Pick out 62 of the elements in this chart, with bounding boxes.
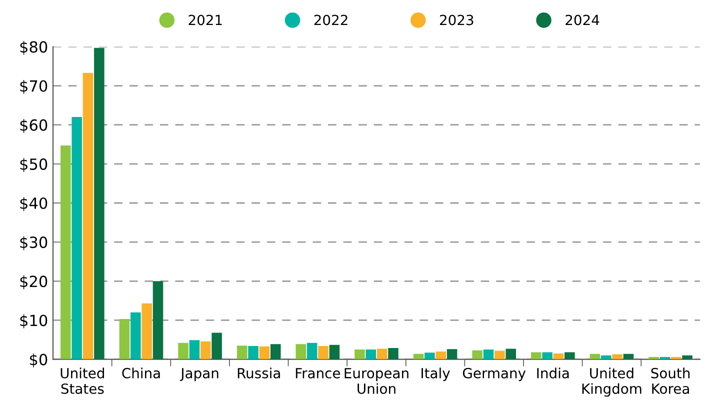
- bar: [296, 344, 306, 360]
- bar: [506, 348, 516, 360]
- bar: [542, 352, 552, 360]
- y-tick-label: $80: [20, 40, 48, 55]
- bar: [142, 303, 152, 360]
- x-tick-label: United States: [60, 368, 104, 394]
- bar: [472, 350, 482, 360]
- bar: [270, 344, 281, 360]
- bar: [152, 281, 164, 360]
- y-tick-label: $60: [20, 119, 48, 133]
- x-tick-label: European Union: [344, 368, 408, 394]
- legend-label: 2024: [566, 14, 600, 26]
- y-tick-label: $40: [20, 197, 48, 212]
- bar: [119, 319, 130, 360]
- bar: [189, 340, 200, 360]
- bar: [388, 348, 398, 360]
- bar: [178, 342, 188, 360]
- bar: [531, 352, 542, 360]
- x-tick-label: Russia: [238, 368, 280, 378]
- legend-label: 2023: [440, 14, 474, 26]
- bar: [82, 72, 94, 360]
- bar: [354, 350, 365, 360]
- bar: [612, 354, 622, 360]
- y-tick-label: $0: [30, 354, 48, 368]
- bar: [424, 352, 435, 360]
- y-tick-label: $30: [20, 236, 48, 250]
- x-tick-label: India: [537, 368, 569, 378]
- x-tick-label: South Korea: [651, 368, 690, 394]
- y-tick-label: $50: [20, 158, 48, 172]
- x-tick-label: China: [122, 368, 160, 378]
- legend-label: 2021: [188, 14, 222, 26]
- bar: [600, 355, 612, 360]
- bar: [318, 346, 328, 360]
- bar: [436, 351, 446, 360]
- y-tick-label: $20: [20, 275, 48, 290]
- x-tick-label: France: [296, 368, 340, 378]
- bar: [329, 344, 340, 360]
- bar: [306, 342, 318, 360]
- bar: [72, 117, 82, 360]
- bar: [494, 350, 505, 360]
- bar: [376, 348, 388, 360]
- x-tick-label: United Kingdom: [582, 368, 642, 397]
- x-tick-label: Japan: [180, 368, 218, 382]
- bar: [212, 332, 222, 360]
- bar: [60, 146, 71, 360]
- bar: [130, 312, 141, 360]
- legend-label: 2022: [314, 14, 348, 26]
- bar: [94, 48, 104, 360]
- bar: [248, 346, 258, 360]
- bar: [564, 352, 575, 360]
- bar: [682, 355, 692, 360]
- x-tick-label: Germany: [462, 368, 526, 382]
- y-tick-label: $70: [20, 80, 48, 94]
- bar: [553, 353, 564, 360]
- bar: [366, 350, 376, 360]
- bar: [259, 346, 270, 360]
- bar: [446, 349, 458, 360]
- bar: [483, 350, 494, 360]
- bar: [236, 346, 248, 360]
- bar: [200, 341, 211, 360]
- y-tick-label: $10: [20, 314, 48, 328]
- x-tick-label: Italy: [422, 368, 450, 382]
